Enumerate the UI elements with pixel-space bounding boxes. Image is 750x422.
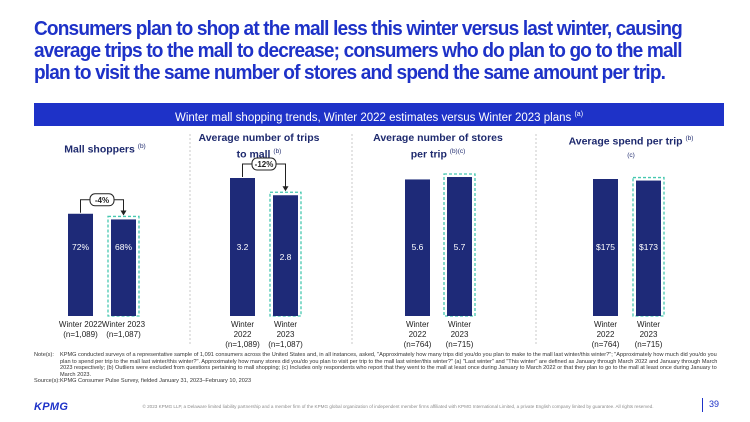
category-label: (n=1,087): [106, 330, 141, 339]
category-label: Winter: [274, 320, 297, 329]
change-arrowhead: [282, 186, 289, 192]
bar-value-label: 72%: [72, 242, 89, 252]
category-label: Winter 2022: [59, 320, 103, 329]
category-label: 2022: [234, 330, 252, 339]
bar-value-label: 3.2: [237, 242, 249, 252]
bar-value-label: 5.6: [412, 242, 424, 252]
panel-title-sup: (b)(c): [627, 135, 694, 159]
category-label: (n=764): [404, 340, 432, 349]
category-label: Winter: [594, 320, 617, 329]
category-label: 2022: [597, 330, 615, 339]
category-label: Winter: [231, 320, 254, 329]
panel-title-text: Average number of trips to mall: [198, 132, 320, 161]
bar: [447, 177, 472, 316]
notes-section: Note(s): KPMG conducted surveys of a rep…: [34, 352, 724, 385]
panel-title-sup: (b)(c): [449, 148, 466, 155]
highlight-dashed-outline: [443, 173, 476, 317]
category-label: Winter: [637, 320, 660, 329]
page-number-divider: [702, 398, 703, 412]
change-badge: [89, 193, 115, 207]
change-label: -12%: [255, 160, 274, 169]
page-headline: Consumers plan to shop at the mall less …: [34, 17, 683, 84]
source-text: KPMG Consumer Pulse Survey, fielded Janu…: [60, 378, 252, 385]
note-key: Note(s):: [34, 352, 54, 358]
bar: [405, 179, 430, 316]
category-label: Winter: [448, 320, 471, 329]
note-text: KPMG conducted surveys of a representati…: [60, 352, 718, 378]
highlight-dashed-outline: [632, 176, 665, 317]
bar: [636, 180, 661, 316]
panel-title-mall-shoppers: Mall shoppers (b): [40, 140, 170, 157]
kpmg-logo: KPMG: [34, 401, 69, 413]
bar-value-label: 5.7: [454, 242, 466, 252]
bar-value-label: 68%: [115, 242, 132, 252]
category-label: Winter 2023: [102, 320, 146, 329]
category-label: 2023: [451, 330, 469, 339]
panel-title-stores: Average number of stores per trip (b)(c): [373, 132, 503, 162]
source-row: Source(s): KPMG Consumer Pulse Survey, f…: [34, 378, 724, 385]
panel-title-text: Average spend per trip: [568, 135, 683, 148]
change-badge: [251, 157, 277, 171]
bar: [593, 179, 618, 316]
bar-value-label: 2.8: [280, 252, 292, 262]
bar-value-label: $175: [596, 242, 615, 252]
note-row: Note(s): KPMG conducted surveys of a rep…: [34, 352, 724, 378]
category-label: 2023: [277, 330, 295, 339]
panel-title-text: Average number of stores per trip: [373, 132, 503, 161]
category-label: (n=715): [446, 340, 474, 349]
page-number: 39: [709, 399, 720, 409]
category-label: (n=1,089): [225, 340, 260, 349]
panel-title-sup: (b): [273, 148, 282, 155]
chart-banner: Winter mall shopping trends, Winter 2022…: [34, 103, 724, 126]
category-label: 2022: [409, 330, 427, 339]
bar: [230, 178, 255, 316]
bar-value-label: $173: [639, 242, 658, 252]
footer-legal: © 2023 KPMG LLP, a Delaware limited liab…: [142, 404, 654, 409]
change-label: -4%: [95, 196, 109, 205]
category-label: 2023: [640, 330, 658, 339]
bar: [273, 195, 298, 316]
change-arrowhead: [120, 210, 127, 216]
bar: [111, 219, 136, 316]
category-label: Winter: [406, 320, 429, 329]
panel-title-text: Mall shoppers: [64, 143, 135, 156]
bar: [68, 213, 93, 316]
category-label: (n=764): [592, 340, 620, 349]
panel-title-spend: Average spend per trip (b)(c): [566, 132, 696, 165]
panel-title-sup: (b): [137, 143, 146, 150]
category-label: (n=1,087): [268, 340, 303, 349]
banner-sup: (a): [574, 111, 584, 118]
source-key: Source(s):: [34, 378, 60, 385]
panel-title-trips: Average number of trips to mall (b): [194, 132, 324, 162]
banner-text: Winter mall shopping trends, Winter 2022…: [174, 111, 572, 124]
category-label: (n=715): [635, 340, 663, 349]
category-label: (n=1,089): [63, 330, 98, 339]
